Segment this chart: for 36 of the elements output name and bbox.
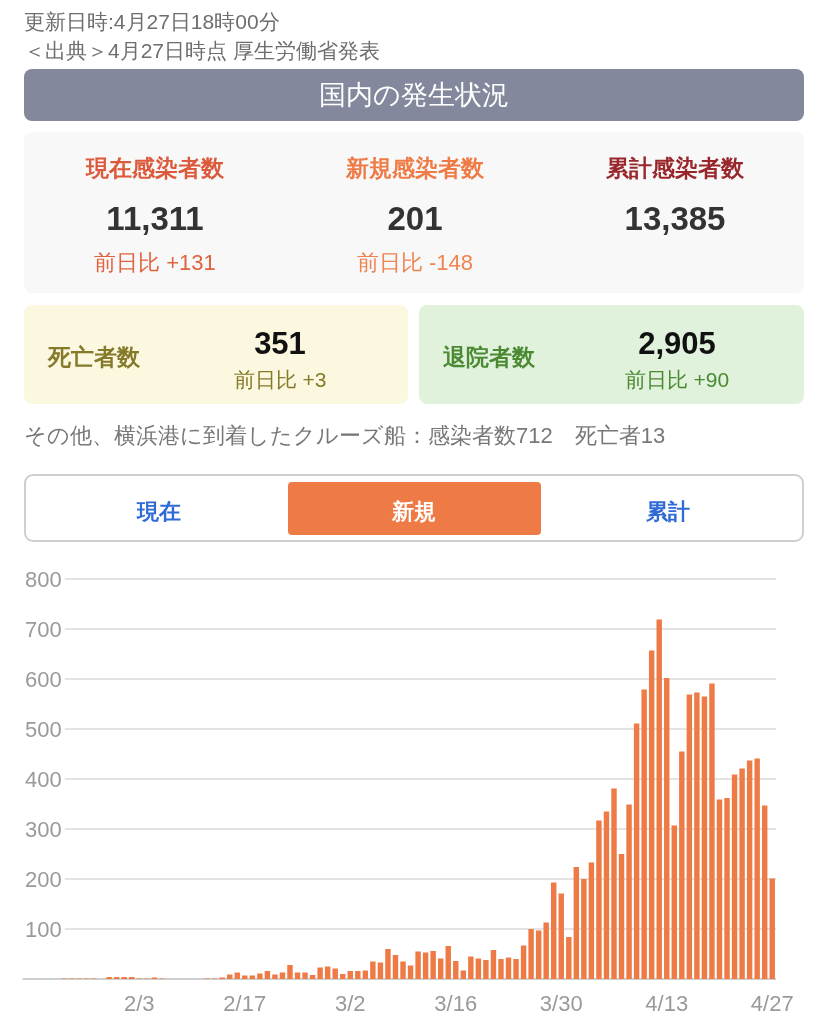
button-label: 現在 [137, 499, 181, 524]
card-value: 11,311 [106, 200, 204, 237]
x-tick-label: 2/3 [124, 991, 155, 1016]
card-change: 前日比 +131 [94, 250, 216, 275]
card-change: 前日比 -148 [356, 250, 474, 275]
y-tick-label: 600 [25, 666, 62, 692]
button-label: 累計 [646, 499, 690, 524]
x-tick-label: 2/17 [223, 991, 267, 1016]
card-label: 死亡者数 [48, 344, 140, 370]
title: 国内の発生状況 [319, 80, 509, 110]
y-tick-label: 100 [25, 916, 62, 942]
card-label: 現在感染者数 [86, 155, 224, 181]
y-tick-label: 800 [25, 566, 62, 592]
card-label: 累計感染者数 [606, 155, 744, 181]
y-tick-label: 300 [25, 816, 62, 842]
y-tick-label: 500 [25, 716, 62, 742]
x-tick-label: 3/16 [434, 991, 478, 1016]
card-value: 13,385 [624, 200, 726, 237]
card-label: 新規感染者数 [346, 155, 484, 181]
x-tick-label: 3/30 [539, 991, 583, 1016]
card-change: 前日比 +90 [624, 368, 730, 391]
card-value: 351 [254, 326, 306, 361]
y-tick-label: 200 [25, 866, 62, 892]
card-label: 退院者数 [443, 344, 535, 370]
x-tick-label: 4/27 [750, 991, 794, 1016]
source: ＜出典＞4月27日時点 厚生労働省発表 [24, 39, 380, 62]
card-value: 201 [387, 200, 443, 237]
button-label: 新規 [392, 499, 436, 524]
update-time: 更新日時:4月27日18時00分 [24, 10, 280, 33]
card-change: 前日比 +3 [233, 368, 327, 391]
x-tick-label: 4/13 [645, 991, 689, 1016]
card-value: 2,905 [638, 326, 716, 361]
y-tick-label: 400 [25, 766, 62, 792]
note: その他、横浜港に到着したクルーズ船：感染者数712 死亡者13 [24, 423, 666, 448]
x-tick-label: 3/2 [335, 991, 366, 1016]
y-tick-label: 700 [25, 616, 62, 642]
